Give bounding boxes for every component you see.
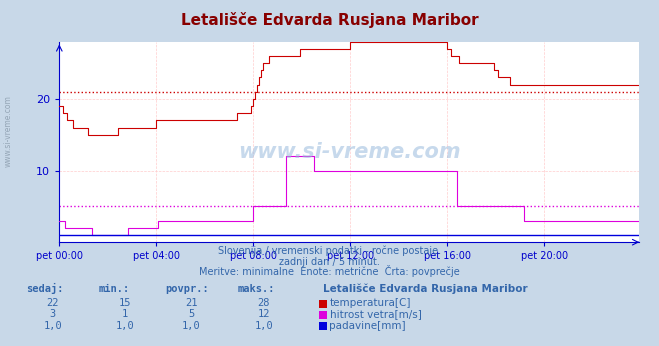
Text: 21: 21	[185, 298, 197, 308]
Text: 15: 15	[119, 298, 131, 308]
Text: povpr.:: povpr.:	[165, 284, 208, 294]
Text: 5: 5	[188, 309, 194, 319]
Text: 1,0: 1,0	[254, 321, 273, 331]
Text: padavine[mm]: padavine[mm]	[330, 321, 406, 331]
Text: min.:: min.:	[99, 284, 130, 294]
Text: www.si-vreme.com: www.si-vreme.com	[238, 142, 461, 162]
Text: 12: 12	[258, 309, 270, 319]
Text: hitrost vetra[m/s]: hitrost vetra[m/s]	[330, 309, 421, 319]
Text: 1,0: 1,0	[43, 321, 62, 331]
Text: 1,0: 1,0	[182, 321, 200, 331]
Text: 28: 28	[258, 298, 270, 308]
Text: Meritve: minimalne  Enote: metrične  Črta: povprečje: Meritve: minimalne Enote: metrične Črta:…	[199, 265, 460, 277]
Text: maks.:: maks.:	[237, 284, 275, 294]
Text: zadnji dan / 5 minut.: zadnji dan / 5 minut.	[279, 257, 380, 267]
Text: 1: 1	[122, 309, 129, 319]
Text: temperatura[C]: temperatura[C]	[330, 298, 411, 308]
Text: 3: 3	[49, 309, 56, 319]
Text: sedaj:: sedaj:	[26, 283, 64, 294]
Text: Letališče Edvarda Rusjana Maribor: Letališče Edvarda Rusjana Maribor	[181, 12, 478, 28]
Text: Slovenija / vremenski podatki - ročne postaje.: Slovenija / vremenski podatki - ročne po…	[218, 246, 441, 256]
Text: 1,0: 1,0	[116, 321, 134, 331]
Text: 22: 22	[47, 298, 59, 308]
Text: www.si-vreme.com: www.si-vreme.com	[3, 95, 13, 167]
Text: Letališče Edvarda Rusjana Maribor: Letališče Edvarda Rusjana Maribor	[323, 284, 528, 294]
